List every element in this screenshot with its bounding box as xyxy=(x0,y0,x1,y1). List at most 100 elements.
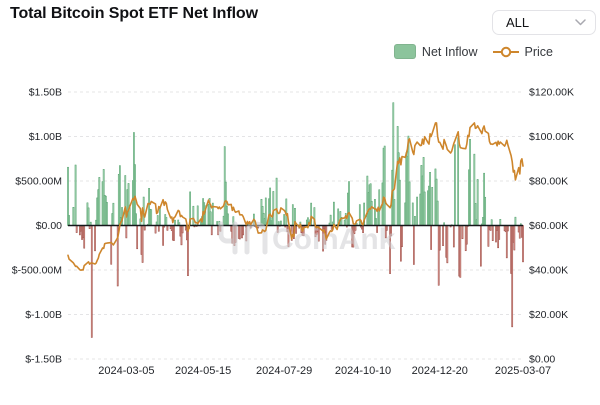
netinflow-bar[interactable] xyxy=(173,225,175,241)
netinflow-bar[interactable] xyxy=(210,225,213,236)
netinflow-bar[interactable] xyxy=(166,225,169,231)
netinflow-bar[interactable] xyxy=(498,225,501,240)
netinflow-bar[interactable] xyxy=(414,216,416,226)
netinflow-bar[interactable] xyxy=(438,225,441,251)
netinflow-bar[interactable] xyxy=(454,144,456,226)
netinflow-bar[interactable] xyxy=(68,215,70,226)
legend-item-price[interactable]: Price xyxy=(492,45,553,59)
netinflow-bar[interactable] xyxy=(370,200,373,226)
netinflow-bar[interactable] xyxy=(154,225,157,234)
netinflow-bar[interactable] xyxy=(157,225,160,232)
netinflow-bar[interactable] xyxy=(513,225,516,251)
netinflow-bar[interactable] xyxy=(423,191,426,226)
svg-text:$20.00K: $20.00K xyxy=(529,309,568,321)
netinflow-bar[interactable] xyxy=(459,225,462,278)
legend: Net Inflow Price xyxy=(393,44,553,59)
netinflow-bar[interactable] xyxy=(398,179,401,226)
netinflow-bar[interactable] xyxy=(457,137,460,226)
netinflow-bar[interactable] xyxy=(119,165,121,226)
legend-item-net-inflow[interactable]: Net Inflow xyxy=(393,44,478,59)
netinflow-bar[interactable] xyxy=(476,179,479,226)
svg-text:$80.00K: $80.00K xyxy=(529,176,568,188)
netinflow-bar[interactable] xyxy=(489,225,492,231)
netinflow-bar[interactable] xyxy=(272,191,275,226)
price-line[interactable] xyxy=(67,122,524,272)
netinflow-bar[interactable] xyxy=(383,145,386,226)
netinflow-bar[interactable] xyxy=(416,196,418,226)
netinflow-bar[interactable] xyxy=(490,219,493,226)
netinflow-bar[interactable] xyxy=(238,225,241,240)
netinflow-bar[interactable] xyxy=(74,164,77,226)
svg-text:$500.00M: $500.00M xyxy=(15,176,62,188)
netinflow-bar[interactable] xyxy=(484,196,487,226)
netinflow-bar[interactable] xyxy=(124,175,127,226)
svg-text:$-1.50B: $-1.50B xyxy=(25,354,62,366)
netinflow-bar[interactable] xyxy=(461,225,464,240)
netinflow-bar[interactable] xyxy=(465,225,468,245)
netinflow-bar[interactable] xyxy=(174,219,176,226)
netinflow-bar[interactable] xyxy=(436,200,439,226)
netinflow-bar[interactable] xyxy=(136,225,139,250)
netinflow-bar[interactable] xyxy=(156,215,159,226)
range-selector-dropdown[interactable]: ALL xyxy=(492,10,596,35)
netinflow-bar[interactable] xyxy=(187,225,189,276)
netinflow-bar[interactable] xyxy=(75,225,78,233)
svg-text:2024-07-29: 2024-07-29 xyxy=(256,365,312,377)
netinflow-bar[interactable] xyxy=(98,177,101,226)
netinflow-bar[interactable] xyxy=(227,213,229,226)
netinflow-bar[interactable] xyxy=(452,225,455,248)
netinflow-bar[interactable] xyxy=(269,187,271,226)
netinflow-bar[interactable] xyxy=(480,225,482,267)
netinflow-bar[interactable] xyxy=(106,202,108,226)
netinflow-bar[interactable] xyxy=(165,217,168,226)
legend-label-net-inflow: Net Inflow xyxy=(421,44,478,59)
netinflow-bar[interactable] xyxy=(192,205,195,226)
netinflow-bar[interactable] xyxy=(87,207,90,226)
netinflow-bar[interactable] xyxy=(90,225,93,338)
netinflow-bar[interactable] xyxy=(514,216,517,226)
svg-text:$120.00K: $120.00K xyxy=(529,87,574,99)
netinflow-bar[interactable] xyxy=(499,219,502,226)
netinflow-bar[interactable] xyxy=(159,207,161,226)
netinflow-bar[interactable] xyxy=(72,207,75,226)
netinflow-bar[interactable] xyxy=(125,225,128,239)
netinflow-bar[interactable] xyxy=(110,225,113,265)
netinflow-bar[interactable] xyxy=(401,225,403,248)
netinflow-bar[interactable] xyxy=(408,181,411,226)
netinflow-bar[interactable] xyxy=(431,187,434,226)
svg-text:$-1.00B: $-1.00B xyxy=(25,309,62,321)
y-axis-right-labels: $120.00K $100.00K $80.00K $60.00K $40.00K $20… xyxy=(529,87,574,366)
svg-text:2024-12-20: 2024-12-20 xyxy=(412,365,468,377)
netinflow-bar[interactable] xyxy=(209,211,212,226)
netinflow-bar[interactable] xyxy=(522,225,524,263)
netinflow-bar[interactable] xyxy=(469,139,471,226)
netinflow-bar[interactable] xyxy=(264,197,267,226)
netinflow-bar[interactable] xyxy=(491,225,494,241)
netinflow-bar[interactable] xyxy=(507,225,509,232)
netinflow-bar[interactable] xyxy=(162,225,164,246)
netinflow-bar[interactable] xyxy=(430,225,432,250)
netinflow-bar[interactable] xyxy=(94,225,96,252)
netinflow-bar[interactable] xyxy=(348,181,350,226)
netinflow-bar[interactable] xyxy=(83,225,86,249)
range-selector-value: ALL xyxy=(506,15,530,30)
net-inflow-swatch-icon xyxy=(393,44,416,59)
netinflow-bar[interactable] xyxy=(135,213,137,226)
netinflow-bar[interactable] xyxy=(112,202,115,226)
netinflow-bar[interactable] xyxy=(275,177,278,226)
netinflow-bar[interactable] xyxy=(442,225,444,246)
netinflow-bar[interactable] xyxy=(333,201,335,226)
netinflow-bar[interactable] xyxy=(446,225,449,264)
netinflow-bar[interactable] xyxy=(412,225,415,265)
netinflow-bar[interactable] xyxy=(141,225,144,263)
gridlines xyxy=(68,91,523,360)
netinflow-bar[interactable] xyxy=(429,172,431,226)
netinflow-bar[interactable] xyxy=(518,225,521,239)
netinflow-bar[interactable] xyxy=(411,202,414,226)
netinflow-bar[interactable] xyxy=(150,209,153,226)
netinflow-bar[interactable] xyxy=(181,225,184,234)
netinflow-bar[interactable] xyxy=(242,225,244,236)
netinflow-bar[interactable] xyxy=(393,199,396,226)
